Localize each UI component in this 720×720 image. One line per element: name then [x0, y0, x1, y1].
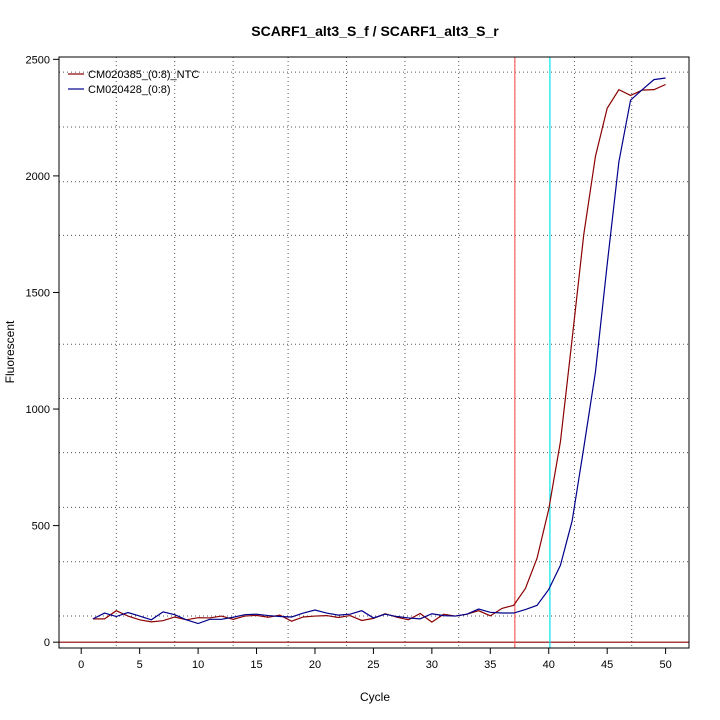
- x-tick-label: 30: [426, 659, 438, 671]
- x-tick-label: 20: [309, 659, 321, 671]
- x-axis-label: Cycle: [360, 690, 390, 704]
- y-tick-label: 500: [32, 521, 50, 533]
- x-tick-label: 45: [601, 659, 613, 671]
- x-tick-label: 5: [137, 659, 143, 671]
- x-tick-label: 35: [484, 659, 496, 671]
- y-tick-label: 1500: [26, 287, 50, 299]
- series-lines: [92, 77, 666, 625]
- plot-frame: [58, 56, 690, 649]
- x-tick-label: 0: [78, 659, 84, 671]
- y-tick-label: 2000: [26, 171, 50, 183]
- x-tick-label: 50: [659, 659, 671, 671]
- legend-label-1: CM020428_(0:8): [88, 84, 171, 96]
- x-tick-label: 15: [250, 659, 262, 671]
- reference-lines: [59, 57, 689, 648]
- x-tick-label: 40: [543, 659, 555, 671]
- y-tick-label: 2500: [26, 54, 50, 66]
- y-axis-label: Fluorescent: [3, 320, 17, 383]
- legend-label-0: CM020385_(0:8)_NTC: [88, 69, 199, 81]
- series-line-0: [92, 83, 666, 623]
- y-tick-label: 0: [44, 637, 50, 649]
- legend: CM020385_(0:8)_NTC CM020428_(0:8): [68, 69, 199, 96]
- x-tick-label: 10: [192, 659, 204, 671]
- x-tick-label: 25: [367, 659, 379, 671]
- chart-title: SCARF1_alt3_S_f / SCARF1_alt3_S_r: [251, 23, 499, 39]
- y-tick-label: 1000: [26, 404, 50, 416]
- series-line-1: [92, 77, 666, 625]
- grid: [59, 57, 689, 648]
